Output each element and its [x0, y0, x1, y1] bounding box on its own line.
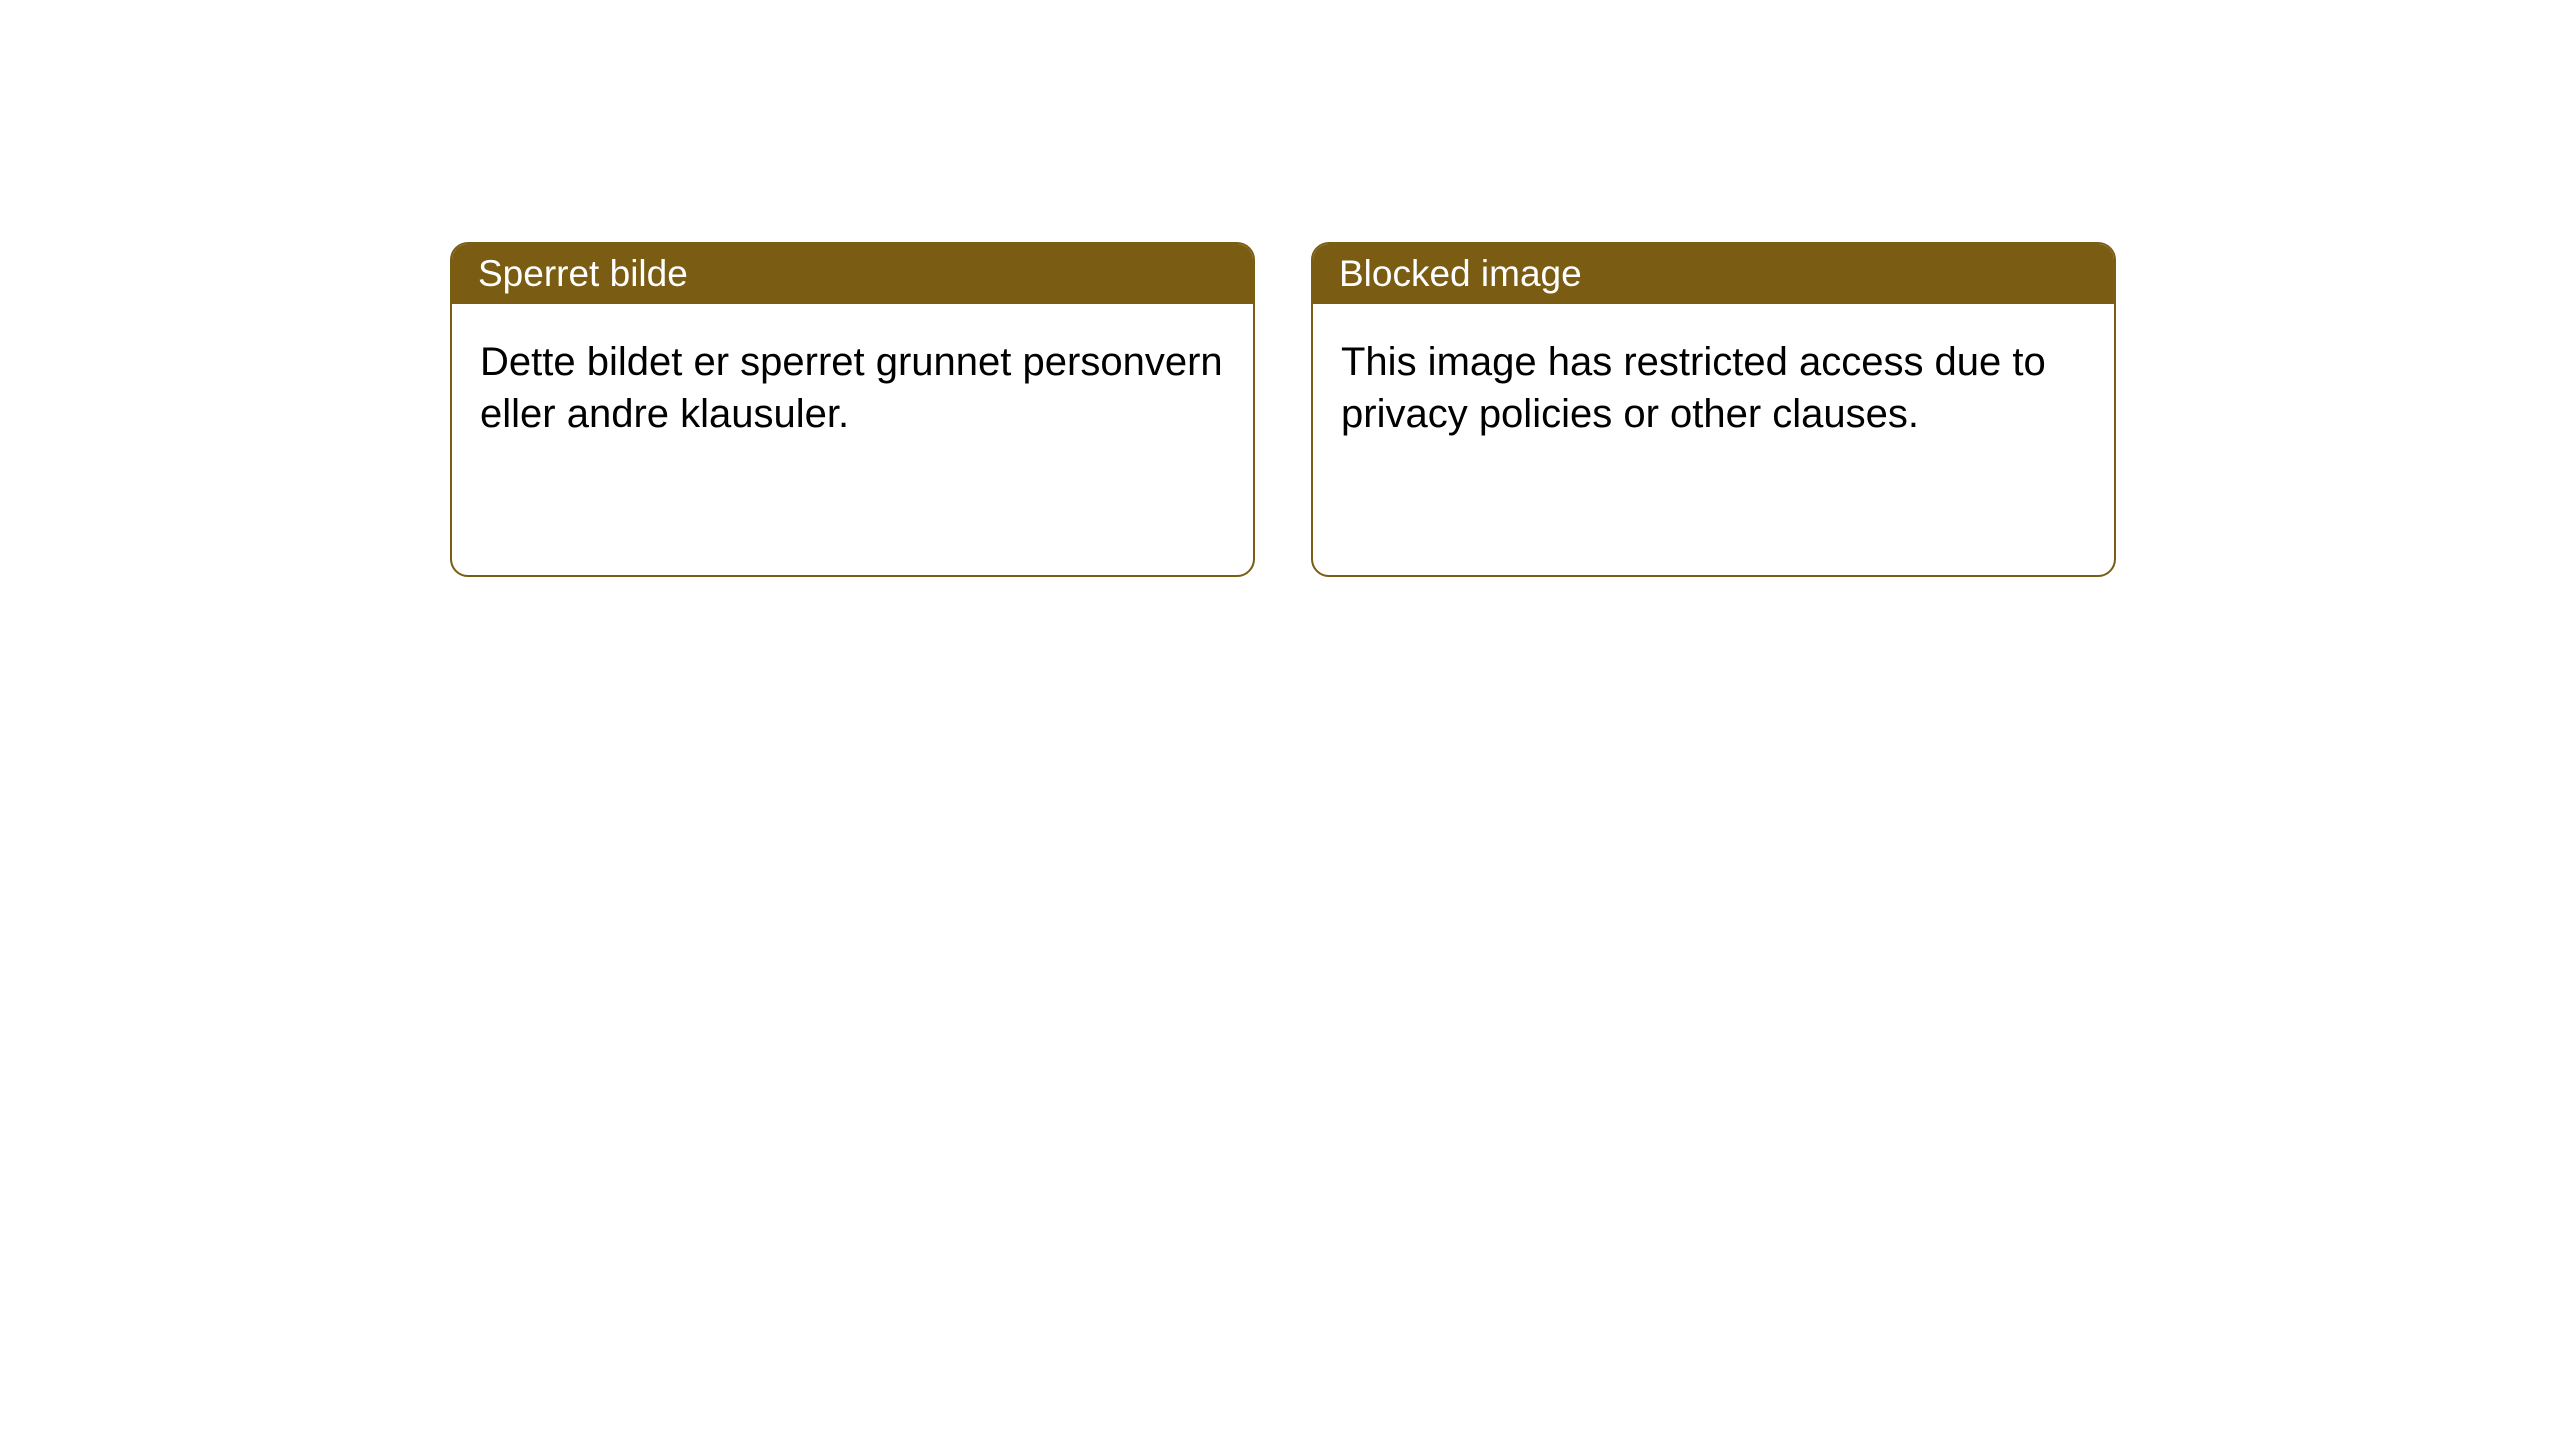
notice-card-english: Blocked image This image has restricted … — [1311, 242, 2116, 577]
notice-message: Dette bildet er sperret grunnet personve… — [480, 340, 1223, 436]
notice-header: Sperret bilde — [452, 244, 1253, 304]
notice-title: Blocked image — [1339, 253, 1582, 295]
notice-message: This image has restricted access due to … — [1341, 340, 2046, 436]
notice-container: Sperret bilde Dette bildet er sperret gr… — [0, 0, 2560, 577]
notice-title: Sperret bilde — [478, 253, 688, 295]
notice-card-norwegian: Sperret bilde Dette bildet er sperret gr… — [450, 242, 1255, 577]
notice-body: This image has restricted access due to … — [1313, 304, 2114, 472]
notice-body: Dette bildet er sperret grunnet personve… — [452, 304, 1253, 472]
notice-header: Blocked image — [1313, 244, 2114, 304]
